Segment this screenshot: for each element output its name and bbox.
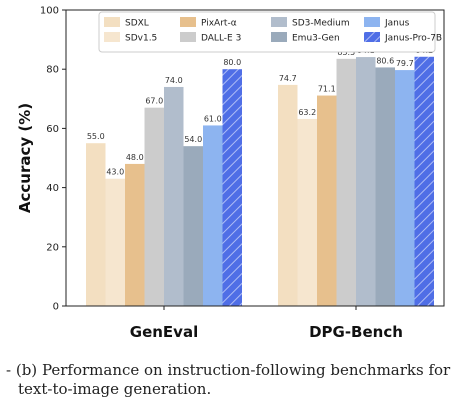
legend-swatch — [271, 17, 287, 27]
bar — [317, 95, 337, 306]
plot-area: 55.074.743.063.248.071.167.083.574.084.1… — [86, 46, 434, 307]
bar — [125, 163, 145, 306]
bar-value-label: 71.1 — [318, 85, 336, 94]
bar — [297, 118, 317, 306]
legend-swatch — [180, 32, 196, 42]
bar-value-label: 74.0 — [165, 76, 183, 85]
bar-chart: 55.074.743.063.248.071.167.083.574.084.1… — [16, 6, 445, 341]
bar — [105, 178, 125, 306]
legend-swatch — [364, 17, 380, 27]
bar — [144, 107, 164, 307]
plot-frame — [65, 9, 445, 307]
bar — [356, 57, 376, 307]
bar — [278, 84, 298, 306]
bar-value-label: 63.2 — [298, 108, 316, 117]
legend-label: Janus-Pro-7B — [384, 34, 442, 44]
x-tick-label: GenEval — [130, 323, 198, 341]
legend-label: SDXL — [125, 19, 149, 29]
legend-label: SDv1.5 — [125, 34, 157, 44]
y-tick-label: 80 — [46, 65, 59, 76]
legend: SDXL SDv1.5 PixArt-α DALL-E 3 SD3-Medium Emu3… — [98, 11, 442, 53]
legend-swatch — [180, 17, 196, 27]
bar-value-label: 74.7 — [279, 74, 297, 83]
legend-label: PixArt-α — [201, 19, 237, 29]
bar-value-label: 80.6 — [376, 56, 394, 65]
caption-line-1: Performance on instruction-following ben… — [41, 361, 451, 379]
legend-label: Emu3-Gen — [292, 34, 340, 44]
bar-value-label: 55.0 — [87, 132, 105, 141]
bar — [395, 70, 415, 306]
y-tick-label: 0 — [53, 302, 59, 313]
y-tick-label: 20 — [46, 242, 59, 253]
x-tick-label: DPG-Bench — [309, 323, 403, 341]
bar — [414, 56, 434, 306]
legend-label: Janus — [384, 19, 410, 29]
bar-value-label: 48.0 — [126, 153, 144, 162]
bar — [164, 86, 184, 307]
bar-value-label: 54.0 — [184, 135, 202, 144]
bar-value-label: 67.0 — [145, 97, 163, 106]
bar-value-label: 80.0 — [223, 58, 241, 67]
y-tick-label: 60 — [46, 124, 59, 135]
caption-line-2: text-to-image generation. — [18, 380, 212, 398]
bar-value-label: 61.0 — [204, 114, 222, 123]
y-tick-label: 100 — [40, 6, 59, 17]
legend-swatch — [104, 17, 120, 27]
bar-value-label: 79.7 — [396, 59, 414, 68]
y-tick-label: 40 — [46, 183, 59, 194]
bar — [183, 146, 203, 306]
legend-swatch — [271, 32, 287, 42]
bar-value-label: 43.0 — [106, 168, 124, 177]
bar — [375, 67, 395, 306]
bar — [336, 58, 356, 307]
legend-swatch — [104, 32, 120, 42]
legend-label: SD3-Medium — [292, 19, 350, 29]
y-axis-label: Accuracy (%) — [16, 103, 34, 213]
figure-caption: - (b) Performance on instruction-followi… — [6, 361, 472, 399]
bar — [86, 143, 106, 306]
bar — [203, 125, 223, 306]
axes: 0 20 40 60 80 100 GenEval DPG-Bench — [40, 6, 445, 341]
legend-swatch — [364, 32, 380, 42]
legend-label: DALL-E 3 — [201, 34, 241, 44]
bar — [222, 69, 242, 306]
caption-prefix: - (b) — [6, 361, 38, 379]
